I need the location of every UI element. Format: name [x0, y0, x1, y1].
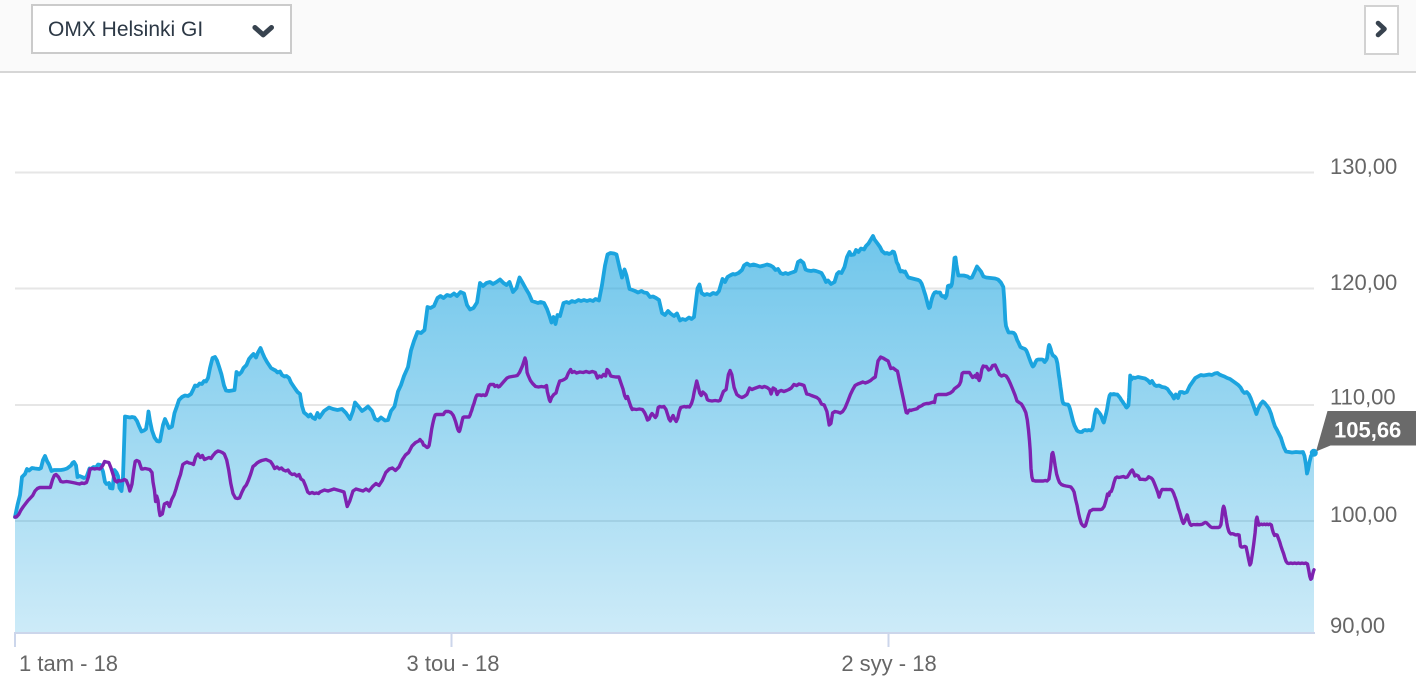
- svg-text:105,66: 105,66: [1334, 418, 1401, 443]
- svg-text:2 syy - 18: 2 syy - 18: [841, 651, 936, 676]
- svg-text:130,00: 130,00: [1330, 154, 1397, 179]
- svg-text:110,00: 110,00: [1330, 385, 1396, 410]
- svg-text:100,00: 100,00: [1330, 502, 1397, 527]
- svg-text:120,00: 120,00: [1330, 270, 1397, 295]
- svg-text:3 tou - 18: 3 tou - 18: [407, 651, 500, 676]
- svg-text:1 tam - 18: 1 tam - 18: [19, 651, 118, 676]
- svg-text:90,00: 90,00: [1330, 613, 1385, 638]
